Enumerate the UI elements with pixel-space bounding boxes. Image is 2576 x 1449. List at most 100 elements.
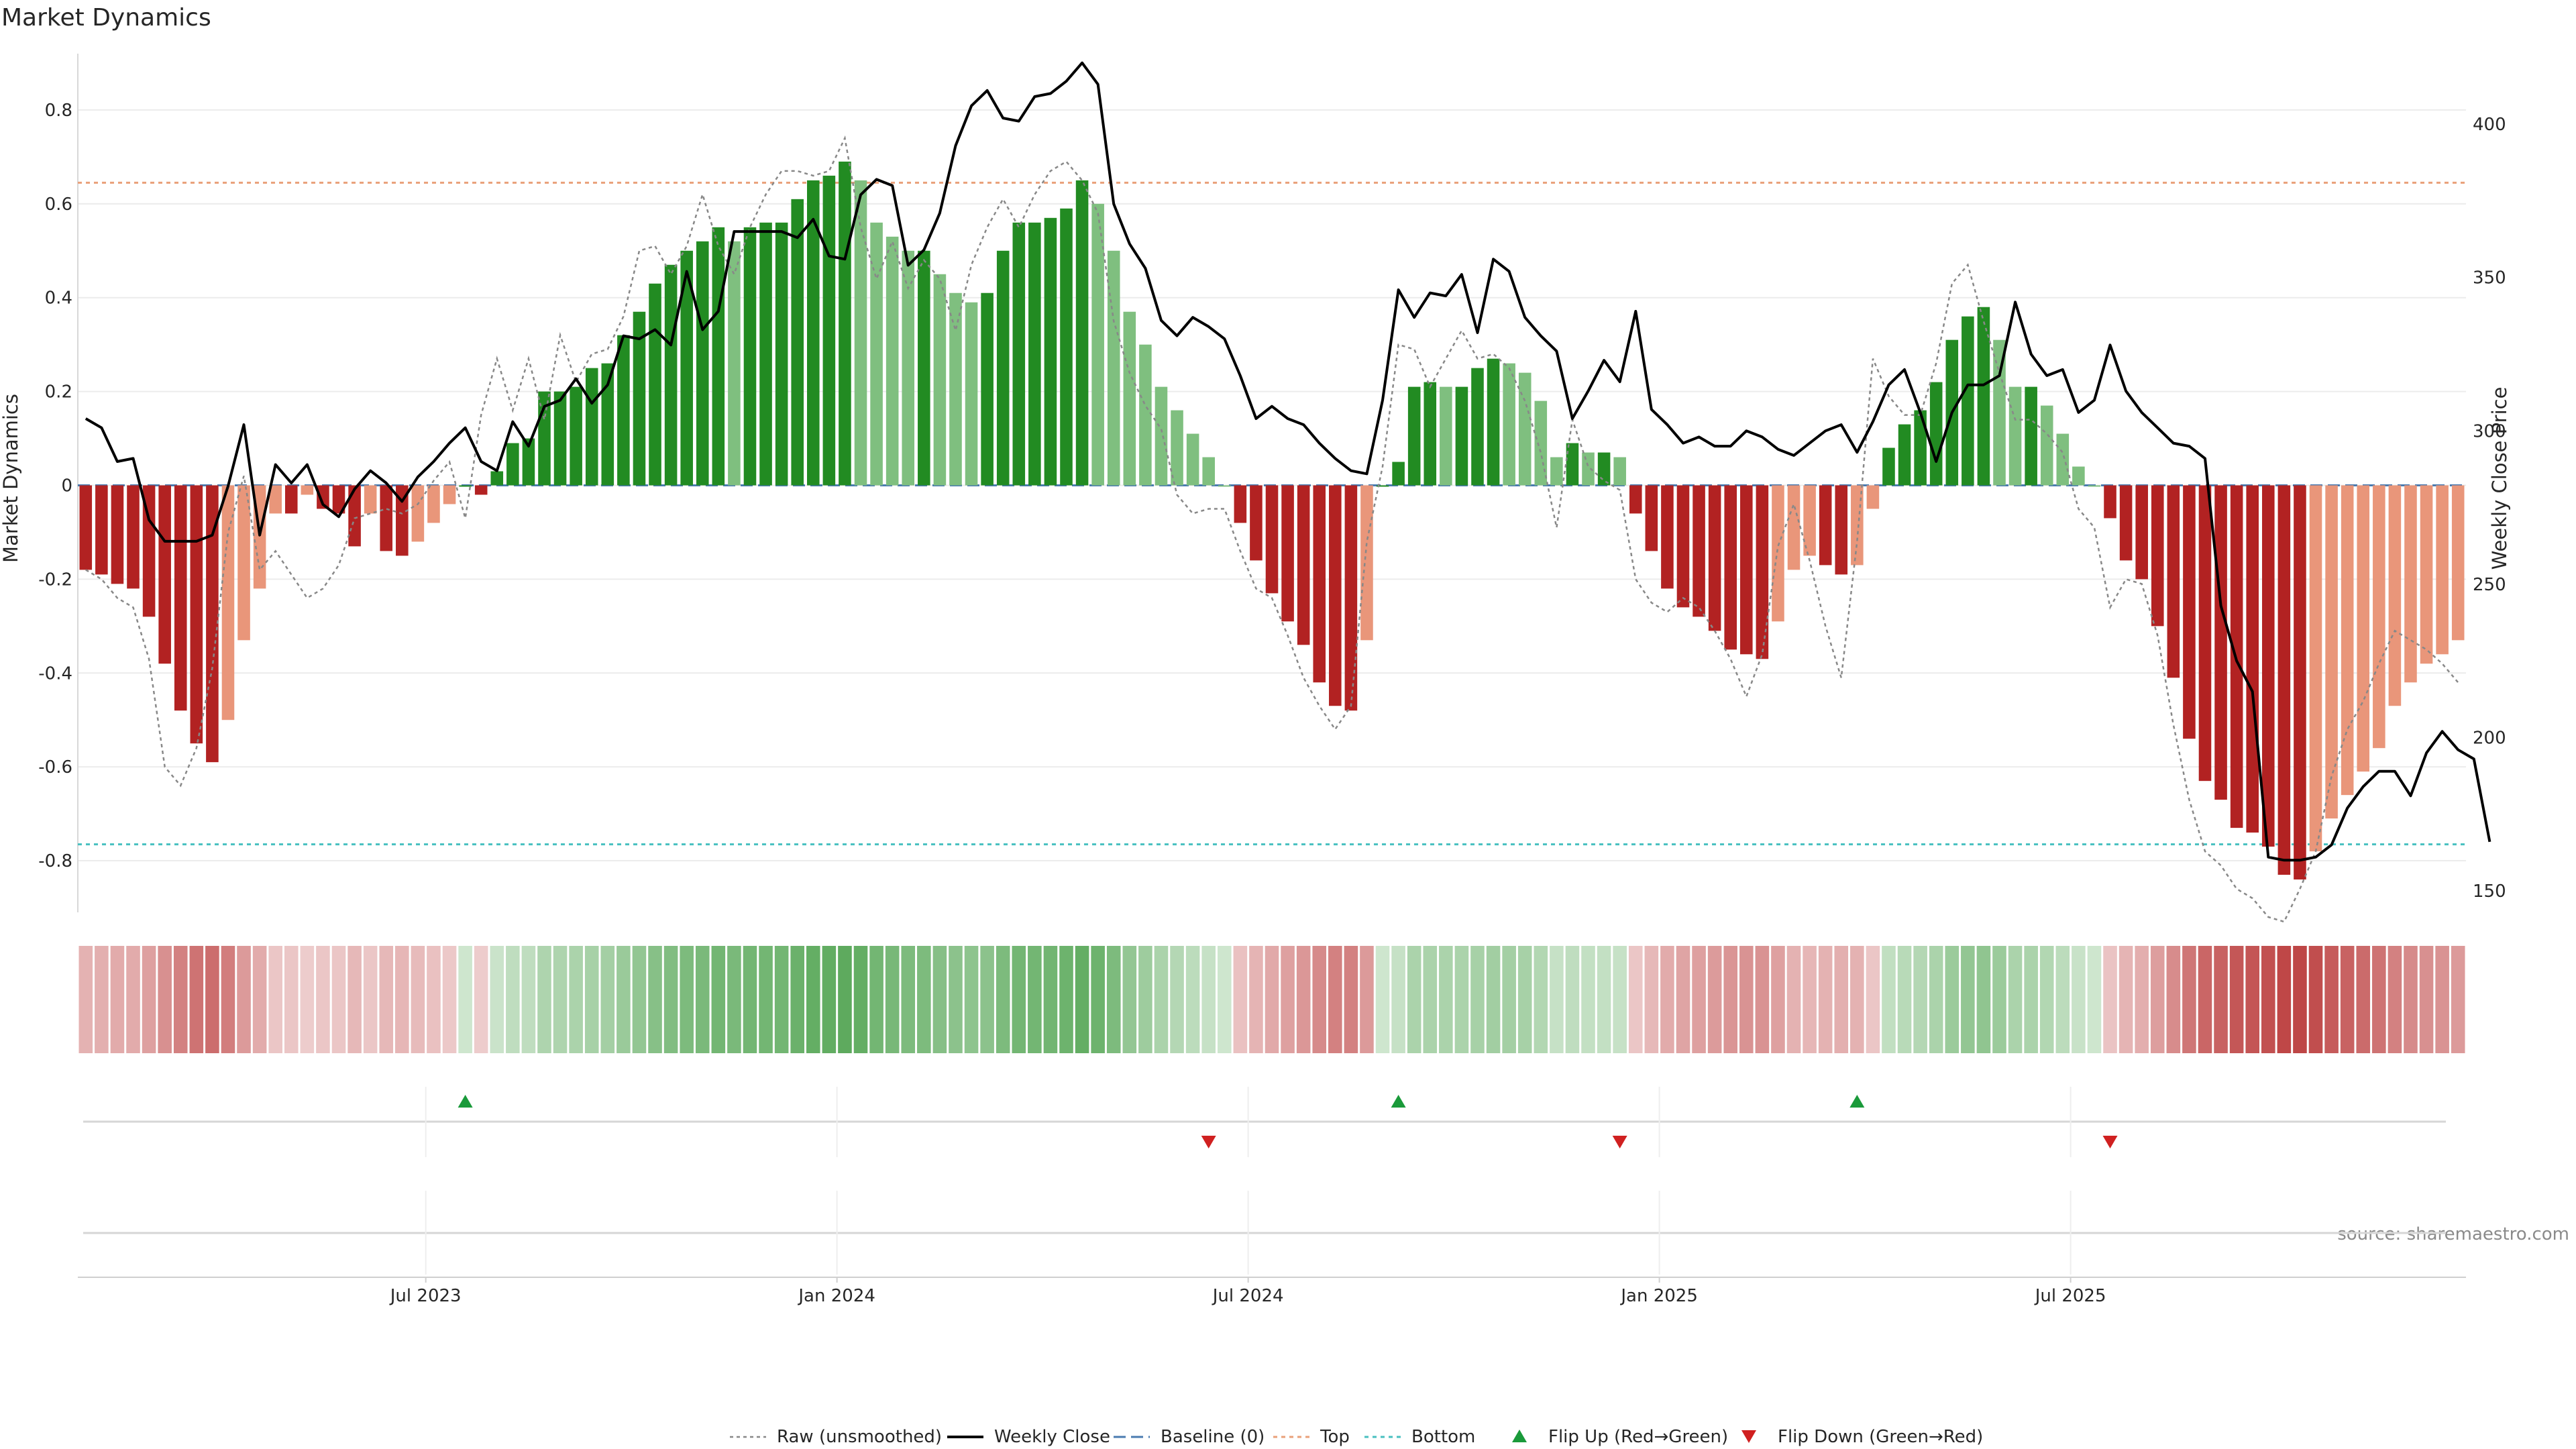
bar (221, 485, 235, 720)
heat-cell (2340, 946, 2355, 1053)
legend-item: Flip Down (Green→Red) (1741, 1427, 1983, 1447)
heat-cell (1233, 946, 1248, 1053)
bar (1977, 307, 1990, 486)
bar (680, 250, 693, 486)
y-tick-label-right: 300 (2473, 421, 2506, 441)
bar (728, 241, 741, 486)
heat-cell (2229, 946, 2244, 1053)
y-tick-label-right: 200 (2473, 728, 2506, 748)
bar (2056, 433, 2070, 486)
heat-cell (964, 946, 979, 1053)
heat-cell (2055, 946, 2070, 1053)
bar (1091, 203, 1104, 486)
heat-cell (347, 946, 362, 1053)
heat-cell (252, 946, 267, 1053)
heat-cell (173, 946, 188, 1053)
bar (269, 485, 282, 514)
heat-cell (2293, 946, 2307, 1053)
bar (1487, 358, 1500, 486)
heat-cell (268, 946, 282, 1053)
heat-cell (300, 946, 315, 1053)
chart-title: Market Dynamics (1, 4, 211, 32)
heat-cell (1992, 946, 2006, 1053)
bar (2151, 485, 2164, 627)
bar (1866, 485, 1880, 509)
y-tick-label: 0.8 (45, 101, 72, 121)
bar (348, 485, 361, 547)
heat-cell (1217, 946, 1232, 1053)
heat-cell (1265, 946, 1279, 1053)
bar (649, 283, 661, 486)
bar (79, 485, 93, 570)
heat-cell (237, 946, 251, 1053)
bar (1060, 208, 1073, 486)
bar (317, 485, 329, 509)
bar (2388, 485, 2402, 706)
heat-cell (2277, 946, 2292, 1053)
bar (2451, 485, 2465, 641)
bar (696, 241, 709, 486)
bar (95, 485, 108, 575)
y-ticks-right: 400 350 300 250 200 150 (2473, 115, 2506, 902)
bar (1787, 485, 1801, 570)
flip-down-marker (2102, 1136, 2118, 1148)
heat-cell (949, 946, 963, 1053)
heat-cell (1550, 946, 1564, 1053)
heat-cell (774, 946, 789, 1053)
bar (981, 292, 994, 486)
heat-cell (1454, 946, 1469, 1053)
flip-up-marker (458, 1095, 473, 1108)
bar (791, 199, 804, 486)
heat-cell (1360, 946, 1374, 1053)
bar (1234, 485, 1247, 523)
heat-cell (1439, 946, 1453, 1053)
bar (1582, 452, 1595, 486)
bar (2436, 485, 2449, 655)
heat-cell (1375, 946, 1390, 1053)
bar (664, 264, 678, 486)
heat-cell (727, 946, 741, 1053)
heat-cell (2039, 946, 2054, 1053)
bar (759, 222, 772, 486)
heat-cell (1028, 946, 1042, 1053)
bar (2040, 405, 2053, 486)
heat-cell (1771, 946, 1785, 1053)
bar (1739, 485, 1753, 655)
bar (570, 386, 582, 486)
heat-cell (1407, 946, 1421, 1053)
y-tick-label: 0.6 (45, 195, 72, 215)
flip-down-marker (1612, 1136, 1627, 1148)
bar (633, 311, 646, 486)
bar (1250, 485, 1263, 561)
y-tick-label-right: 150 (2473, 881, 2506, 902)
heat-cell (600, 946, 615, 1053)
heat-cell (2135, 946, 2149, 1053)
heat-cell (2372, 946, 2386, 1053)
bar (1566, 443, 1579, 486)
flip-up-marker (1849, 1095, 1865, 1108)
legend-item: Bottom (1364, 1427, 1475, 1447)
heat-cell (932, 946, 947, 1053)
raw-unsmoothed-line (85, 135, 2459, 923)
bar (1819, 485, 1832, 566)
heat-cell (1676, 946, 1690, 1053)
heat-cell (1138, 946, 1152, 1053)
y-axis-label-right: Weekly Close Price (2488, 387, 2511, 570)
heat-cell (1091, 946, 1105, 1053)
bar (522, 438, 535, 486)
heat-cell (1328, 946, 1342, 1053)
legend-label: Raw (unsmoothed) (777, 1427, 942, 1447)
legend-item: Flip Up (Red→Green) (1512, 1427, 1728, 1447)
heat-cell (1581, 946, 1595, 1053)
bar (1123, 311, 1136, 486)
bar (2088, 485, 2101, 487)
heat-cell (1249, 946, 1263, 1053)
heat-cell (1201, 946, 1216, 1053)
bar (1629, 485, 1642, 514)
bar (2246, 485, 2259, 833)
bar (1724, 485, 1737, 650)
bar (2198, 485, 2212, 782)
heat-cell (2118, 946, 2133, 1053)
heat-cell (663, 946, 678, 1053)
heat-cell (2024, 946, 2038, 1053)
